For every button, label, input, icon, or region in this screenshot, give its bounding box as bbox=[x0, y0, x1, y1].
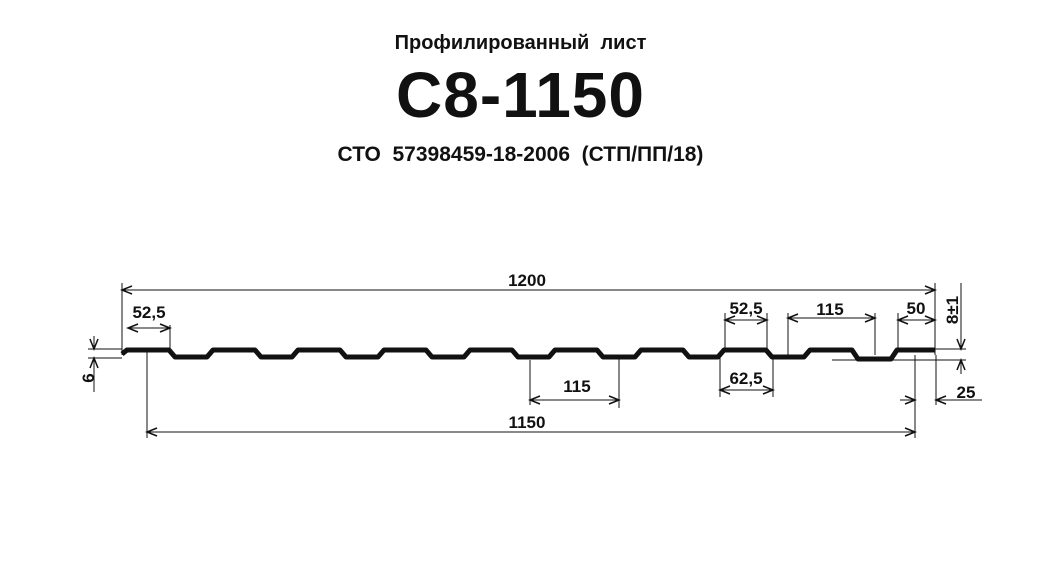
dim-height-label: 8±1 bbox=[943, 296, 962, 324]
arrowhead bbox=[119, 285, 133, 295]
dim-pitch-bottom-label: 115 bbox=[563, 377, 590, 396]
arrowhead bbox=[608, 395, 622, 405]
arrowhead bbox=[722, 315, 736, 325]
arrowhead bbox=[756, 315, 770, 325]
arrowhead bbox=[924, 315, 938, 325]
dim-1150-label: 1150 bbox=[509, 413, 546, 432]
arrowhead bbox=[924, 285, 938, 295]
dim-right-flat-label: 52,5 bbox=[729, 299, 762, 318]
arrowhead bbox=[527, 395, 541, 405]
arrowhead bbox=[864, 313, 878, 323]
arrowhead bbox=[89, 355, 99, 369]
dim-overlap-label: 25 bbox=[957, 383, 976, 402]
arrowhead bbox=[956, 338, 966, 352]
arrowhead bbox=[933, 395, 947, 405]
arrowhead bbox=[762, 385, 776, 395]
dim-edge-height-label: 6 bbox=[79, 373, 98, 382]
arrowhead bbox=[895, 315, 909, 325]
dim-left-flat-label: 52,5 bbox=[132, 303, 165, 322]
arrowhead bbox=[125, 323, 139, 333]
arrowhead bbox=[904, 395, 918, 405]
arrowhead bbox=[89, 338, 99, 352]
arrowhead bbox=[904, 427, 918, 437]
sheet-profile bbox=[120, 347, 935, 362]
arrowhead bbox=[144, 427, 158, 437]
arrowhead bbox=[717, 385, 731, 395]
arrowhead bbox=[956, 357, 966, 371]
drawing-subtitle: Профилированный лист bbox=[394, 32, 647, 54]
arrowhead bbox=[159, 323, 173, 333]
standard-reference: СТО 57398459-18-2006 (СТП/ПП/18) bbox=[337, 143, 704, 166]
drawing-title: С8-1150 bbox=[396, 59, 645, 131]
dim-1200-label: 1200 bbox=[508, 271, 546, 290]
arrowhead bbox=[785, 313, 799, 323]
dim-edge-flat-label: 50 bbox=[907, 299, 926, 318]
dim-pitch-top-label: 115 bbox=[816, 300, 843, 319]
dim-rib-base-label: 62,5 bbox=[729, 369, 762, 388]
